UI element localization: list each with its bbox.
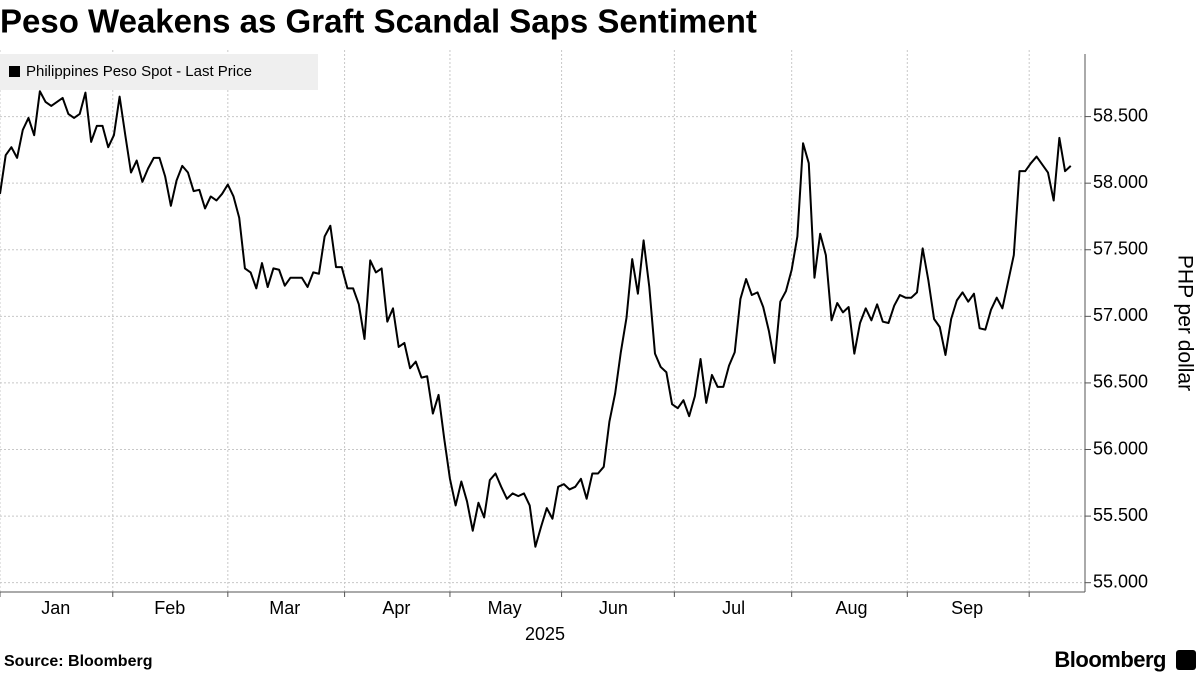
x-tick-label: Apr	[382, 598, 410, 618]
y-tick-label: 55.500	[1093, 505, 1148, 525]
x-tick-label: Mar	[269, 598, 300, 618]
line-series	[0, 90, 1072, 548]
x-tick-label: Sep	[951, 598, 983, 618]
y-tick-label: 57.500	[1093, 239, 1148, 259]
x-tick-label: Aug	[835, 598, 867, 618]
legend-swatch	[9, 66, 20, 77]
y-tick-label: 55.000	[1093, 571, 1148, 591]
brand-icon	[1176, 650, 1196, 670]
brand: Bloomberg	[1054, 647, 1166, 672]
x-tick-label: Jan	[41, 598, 70, 618]
legend-box	[0, 54, 318, 90]
x-tick-label: Jul	[722, 598, 745, 618]
y-tick-label: 56.500	[1093, 372, 1148, 392]
x-tick-label: Jun	[599, 598, 628, 618]
x-tick-label: Feb	[154, 598, 185, 618]
source: Source: Bloomberg	[4, 653, 152, 670]
chart-title: Peso Weakens as Graft Scandal Saps Senti…	[0, 3, 757, 40]
y-tick-label: 58.000	[1093, 172, 1148, 192]
x-axis-label: 2025	[525, 624, 565, 644]
x-tick-label: May	[488, 598, 522, 618]
y-tick-label: 58.500	[1093, 105, 1148, 125]
y-tick-label: 56.000	[1093, 438, 1148, 458]
legend-label: Philippines Peso Spot - Last Price	[26, 63, 252, 80]
y-tick-label: 57.000	[1093, 305, 1148, 325]
y-axis-label: PHP per dollar	[1173, 255, 1196, 391]
